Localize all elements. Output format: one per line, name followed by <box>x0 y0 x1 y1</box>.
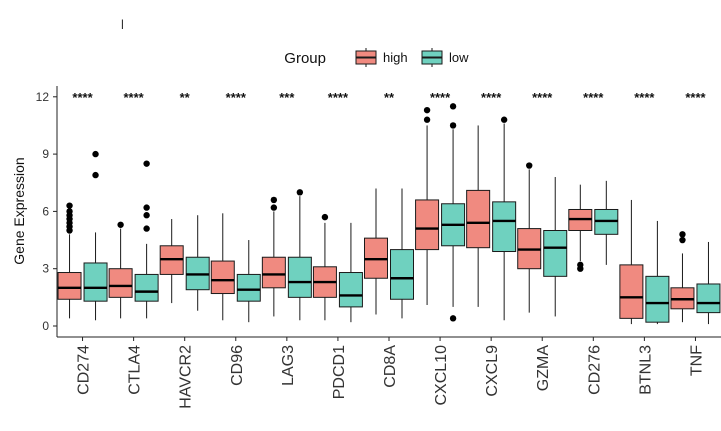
box-high-BTNL3 <box>619 264 644 319</box>
box-low-CXCL9 <box>492 201 517 253</box>
outlier-point <box>270 204 278 211</box>
box-low-GZMA <box>543 230 568 277</box>
outlier-point <box>449 103 457 110</box>
y-tick-label: 3 <box>42 262 49 276</box>
outlier-point <box>321 213 329 221</box>
outlier-point <box>296 189 304 196</box>
outlier-point <box>66 208 73 215</box>
box-high-CD96 <box>210 260 235 295</box>
outlier-point <box>143 160 150 167</box>
box-high-LAG3 <box>261 256 286 289</box>
significance-label: *** <box>279 90 295 105</box>
outlier-point <box>577 261 584 269</box>
y-axis-title: Gene Expression <box>11 157 27 264</box>
box-low-TNF <box>696 283 721 314</box>
legend-label-high: high <box>383 50 408 65</box>
x-tick-label: CD276 <box>586 345 603 395</box>
outlier-point <box>143 225 150 232</box>
box-high-CD274 <box>57 272 82 300</box>
outlier-point <box>143 212 150 219</box>
outlier-point <box>423 106 431 114</box>
x-tick-label: BTNL3 <box>637 345 654 395</box>
box-low-CD274 <box>83 262 108 302</box>
significance-label: **** <box>328 90 349 105</box>
significance-label: ** <box>180 90 191 105</box>
x-tick-label: CD8A <box>382 345 399 388</box>
x-tick-label: GZMA <box>535 345 552 392</box>
x-tick-label: CXCL9 <box>484 345 501 397</box>
box-low-CD96 <box>236 273 261 302</box>
significance-label: **** <box>430 90 451 105</box>
significance-label: **** <box>72 90 93 105</box>
box-low-CTLA4 <box>134 273 159 302</box>
significance-label: **** <box>583 90 604 105</box>
y-tick-label: 12 <box>36 90 50 104</box>
box-low-LAG3 <box>287 256 312 298</box>
outlier-point <box>92 150 99 158</box>
significance-label: **** <box>123 90 144 105</box>
x-tick-label: PDCD1 <box>331 345 348 399</box>
outlier-point <box>500 116 508 123</box>
legend-title: Group <box>284 50 326 67</box>
significance-label: ** <box>384 90 395 105</box>
box-high-CXCL10 <box>415 199 440 251</box>
box-high-CXCL9 <box>466 189 491 249</box>
significance-label: **** <box>481 90 502 105</box>
outlier-point <box>526 162 533 169</box>
outlier-point <box>423 116 431 123</box>
stray-mark: l <box>121 17 124 32</box>
outlier-point <box>143 204 150 211</box>
x-tick-label: HAVCR2 <box>178 345 195 409</box>
significance-label: **** <box>226 90 247 105</box>
y-tick-label: 6 <box>42 204 49 218</box>
x-tick-label: CD274 <box>76 345 93 395</box>
x-tick-label: LAG3 <box>280 345 297 386</box>
box-low-BTNL3 <box>645 275 670 323</box>
outlier-point <box>449 315 457 322</box>
outlier-point <box>270 196 278 204</box>
significance-label: **** <box>634 90 655 105</box>
outlier-point <box>449 122 457 129</box>
box-low-PDCD1 <box>338 272 363 308</box>
x-tick-label: CTLA4 <box>127 345 144 395</box>
outlier-point <box>92 171 99 179</box>
significance-label: **** <box>532 90 553 105</box>
y-tick-label: 9 <box>42 147 49 161</box>
outlier-point <box>117 221 124 228</box>
y-tick-label: 0 <box>42 319 49 333</box>
box-low-CD8A <box>390 249 414 300</box>
box-high-CTLA4 <box>108 268 133 298</box>
outlier-point <box>679 236 686 244</box>
outlier-point <box>679 231 686 238</box>
outlier-point <box>66 202 73 209</box>
x-tick-label: TNF <box>688 345 705 376</box>
significance-label: **** <box>685 90 706 105</box>
x-tick-label: CD96 <box>229 345 246 386</box>
legend-label-low: low <box>449 50 469 65</box>
x-tick-label: CXCL10 <box>433 345 450 406</box>
